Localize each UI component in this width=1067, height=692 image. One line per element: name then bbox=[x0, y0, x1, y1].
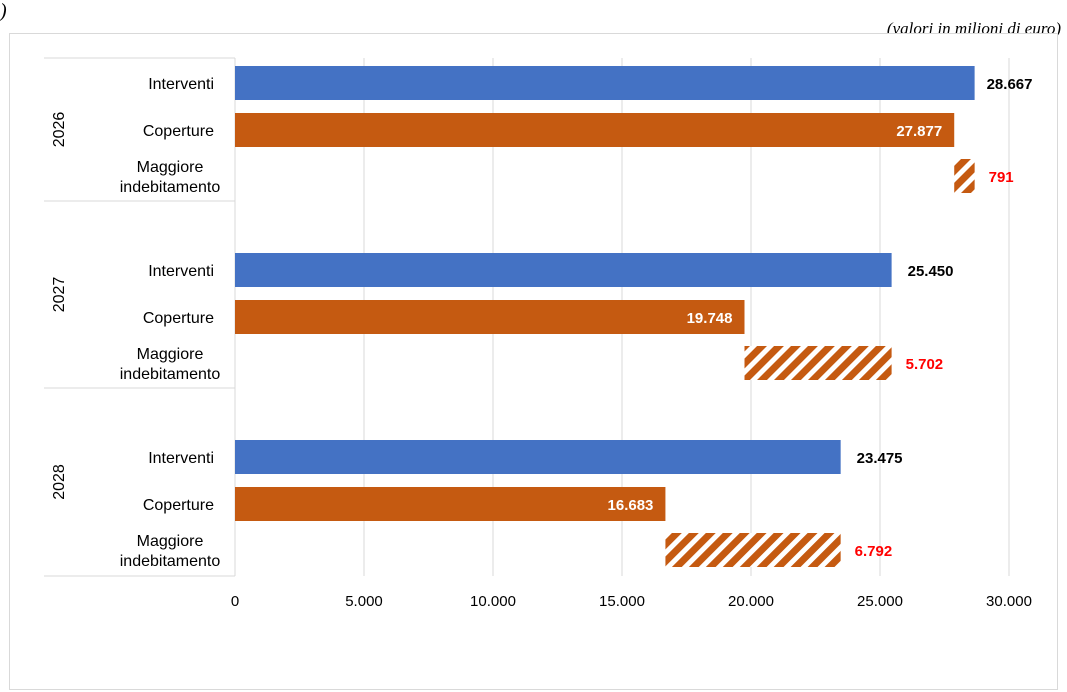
year-label: 2028 bbox=[51, 464, 68, 500]
category-label: indebitamento bbox=[120, 179, 221, 196]
bar-interventi bbox=[235, 253, 892, 287]
category-label: Coperture bbox=[143, 310, 214, 327]
data-label: 19.748 bbox=[687, 310, 733, 327]
x-tick-label: 5.000 bbox=[345, 593, 383, 610]
category-label: Coperture bbox=[143, 497, 214, 514]
x-tick-label: 0 bbox=[231, 593, 239, 610]
data-label: 28.667 bbox=[987, 76, 1033, 93]
category-label: Interventi bbox=[148, 450, 214, 467]
bar-indebitamento bbox=[744, 346, 892, 380]
labels: 28.667 27.877 791 25.450 19.748 5.702 23.475 16… bbox=[608, 76, 1033, 560]
category-label: Interventi bbox=[148, 76, 214, 93]
year-label: 2027 bbox=[51, 277, 68, 313]
bar-interventi bbox=[235, 66, 975, 100]
x-tick-label: 15.000 bbox=[599, 593, 645, 610]
category-label: Coperture bbox=[143, 123, 214, 140]
data-label: 791 bbox=[989, 169, 1014, 186]
data-label: 25.450 bbox=[908, 263, 954, 280]
data-label: 5.702 bbox=[906, 356, 944, 373]
header-fragment: ) bbox=[0, 0, 7, 22]
category-label: indebitamento bbox=[120, 553, 221, 570]
bar-coperture bbox=[235, 487, 666, 521]
category-label: Interventi bbox=[148, 263, 214, 280]
bar-coperture bbox=[235, 113, 955, 147]
category-label: indebitamento bbox=[120, 366, 221, 383]
bars bbox=[235, 66, 975, 567]
bar-interventi bbox=[235, 440, 841, 474]
x-tick-label: 20.000 bbox=[728, 593, 774, 610]
bar-indebitamento bbox=[665, 533, 841, 567]
data-label: 6.792 bbox=[855, 543, 893, 560]
x-tick-label: 10.000 bbox=[470, 593, 516, 610]
year-label: 2026 bbox=[51, 112, 68, 148]
bar-coperture bbox=[235, 300, 745, 334]
x-tick-label: 30.000 bbox=[986, 593, 1032, 610]
data-label: 23.475 bbox=[857, 450, 903, 467]
category-label: Maggiore bbox=[137, 159, 204, 176]
data-label: 16.683 bbox=[608, 497, 654, 514]
bar-indebitamento bbox=[954, 159, 975, 193]
category-label: Maggiore bbox=[137, 533, 204, 550]
x-tick-label: 25.000 bbox=[857, 593, 903, 610]
data-label: 27.877 bbox=[896, 123, 942, 140]
category-label: Maggiore bbox=[137, 346, 204, 363]
